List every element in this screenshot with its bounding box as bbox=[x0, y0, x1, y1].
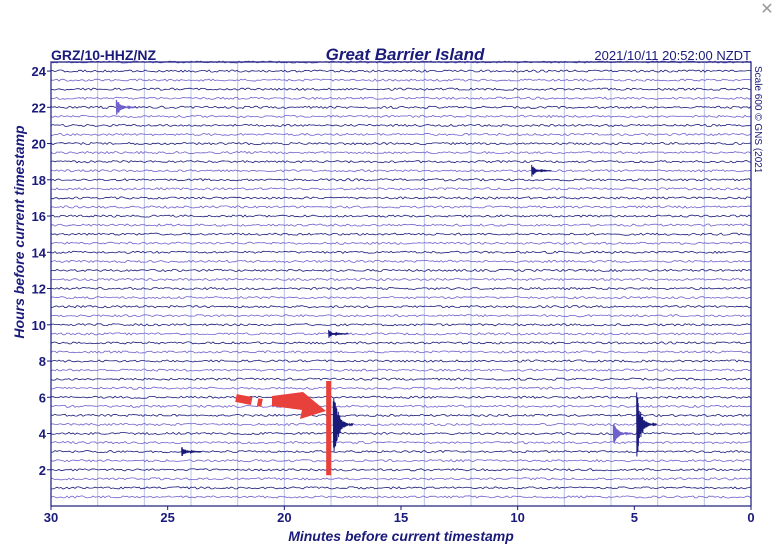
chart-title: Great Barrier Island bbox=[325, 45, 485, 64]
y-axis-label-box: Hours before current timestamp bbox=[11, 125, 27, 339]
x-tick-label: 20 bbox=[277, 510, 291, 525]
trace-row bbox=[50, 341, 752, 345]
trace-row bbox=[50, 404, 752, 408]
trace-row bbox=[50, 87, 752, 91]
timestamp: 2021/10/11 20:52:00 NZDT bbox=[594, 48, 751, 63]
seismic-event bbox=[115, 99, 137, 115]
y-tick-label: 8 bbox=[39, 354, 46, 369]
trace-row bbox=[50, 477, 752, 481]
station-code: GRZ/10-HHZ/NZ bbox=[51, 47, 156, 63]
trace-row bbox=[50, 295, 752, 300]
trace-row bbox=[50, 196, 752, 200]
trace-row bbox=[50, 150, 752, 155]
seismic-event bbox=[332, 397, 354, 452]
trace-row bbox=[50, 495, 752, 499]
scale-note-box: Scale 600 © GNS (2021) bbox=[752, 66, 763, 172]
trace-row bbox=[50, 223, 752, 227]
trace-row bbox=[50, 160, 752, 164]
seismic-event bbox=[612, 423, 634, 444]
trace-row bbox=[50, 69, 752, 73]
trace-row bbox=[50, 368, 752, 372]
trace-row bbox=[50, 305, 752, 309]
trace-row bbox=[50, 286, 752, 291]
close-icon[interactable]: ✕ bbox=[760, 0, 774, 18]
y-tick-label: 10 bbox=[32, 318, 46, 333]
y-tick-label: 14 bbox=[32, 245, 47, 260]
trace-row bbox=[50, 96, 752, 100]
x-axis-label: Minutes before current timestamp bbox=[288, 528, 514, 544]
trace-row bbox=[50, 169, 752, 173]
x-tick-label: 10 bbox=[510, 510, 524, 525]
x-tick-label: 0 bbox=[747, 510, 754, 525]
trace-row bbox=[50, 459, 752, 463]
trace-row bbox=[50, 277, 752, 282]
trace-row bbox=[50, 232, 752, 236]
x-tick-label: 5 bbox=[631, 510, 638, 525]
y-tick-label: 24 bbox=[32, 64, 47, 79]
trace-row bbox=[50, 450, 752, 454]
y-tick-label: 2 bbox=[39, 463, 46, 478]
trace-row bbox=[50, 214, 752, 218]
y-tick-label: 4 bbox=[39, 427, 47, 442]
trace-row bbox=[50, 377, 751, 381]
y-axis-label: Hours before current timestamp bbox=[11, 125, 27, 339]
x-tick-label: 15 bbox=[394, 510, 408, 525]
y-tick-label: 20 bbox=[32, 137, 46, 152]
annotation-arrow-shaft bbox=[235, 394, 263, 407]
trace-row bbox=[50, 359, 752, 363]
trace-row bbox=[50, 105, 752, 109]
y-tick-label: 18 bbox=[32, 173, 46, 188]
trace-row bbox=[50, 259, 752, 263]
trace-row bbox=[50, 386, 752, 390]
trace-row bbox=[50, 413, 752, 417]
trace-row bbox=[50, 323, 752, 327]
trace-row bbox=[50, 241, 752, 245]
trace-row bbox=[50, 123, 752, 128]
trace-row bbox=[50, 314, 752, 318]
trace-row bbox=[50, 440, 752, 445]
y-tick-label: 6 bbox=[39, 390, 46, 405]
seismic-event bbox=[328, 329, 349, 338]
plot-frame bbox=[50, 61, 752, 507]
trace-row bbox=[50, 187, 752, 191]
trace-row bbox=[50, 78, 752, 82]
trace-row bbox=[50, 178, 752, 182]
scale-note: Scale 600 © GNS (2021) bbox=[752, 66, 763, 172]
trace-row bbox=[51, 332, 752, 336]
trace-row bbox=[50, 268, 752, 272]
trace-row bbox=[50, 250, 752, 254]
x-tick-label: 30 bbox=[44, 510, 58, 525]
trace-row bbox=[50, 132, 752, 137]
trace-row bbox=[50, 205, 752, 209]
x-tick-label: 25 bbox=[160, 510, 174, 525]
y-tick-label: 16 bbox=[32, 209, 46, 224]
trace-row bbox=[50, 141, 752, 146]
trace-row bbox=[50, 395, 752, 399]
y-tick-label: 22 bbox=[32, 100, 46, 115]
trace-row bbox=[50, 422, 751, 427]
seismic-event bbox=[531, 164, 552, 177]
trace-row bbox=[50, 431, 752, 436]
annotation-arrow-head bbox=[272, 392, 326, 419]
trace-row bbox=[50, 114, 752, 119]
trace-row bbox=[50, 350, 751, 354]
seismic-event bbox=[636, 392, 657, 457]
y-tick-label: 12 bbox=[32, 282, 46, 297]
seismic-event bbox=[181, 447, 202, 457]
trace-row bbox=[50, 468, 752, 472]
trace-row bbox=[50, 486, 752, 490]
